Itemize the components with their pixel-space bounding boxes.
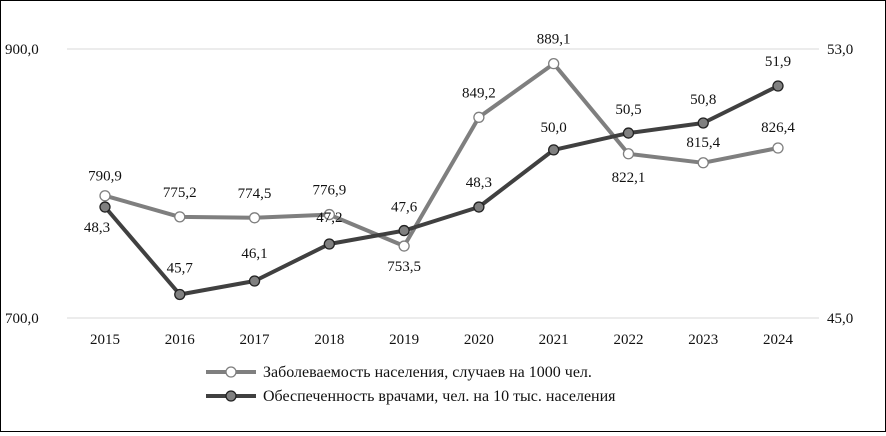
series-1-label-2024: 826,4 — [761, 120, 795, 136]
series-2-point-2020 — [473, 201, 485, 213]
legend-marker-1 — [225, 366, 237, 378]
series-2-label-2017: 46,1 — [241, 246, 267, 262]
series-1-label-2015: 790,9 — [88, 169, 122, 185]
right-axis-tick-min: 45,0 — [827, 311, 853, 327]
series-1-point-2022 — [622, 148, 635, 160]
x-tick-label-2022: 2022 — [613, 332, 643, 348]
series-1-point-2024 — [772, 142, 784, 154]
series-2-point-2019 — [398, 224, 410, 237]
series-1-label-2016: 775,2 — [163, 185, 197, 201]
x-tick-label-2019: 2019 — [389, 332, 419, 348]
series-line-1 — [104, 61, 779, 248]
axis-labels: 900,0 700,0 53,0 45,0 2015 2016 2017 2018 2019 20… — [5, 42, 853, 348]
series-1-point-2020 — [473, 111, 485, 123]
series-1-label-2020: 849,2 — [462, 85, 496, 101]
series-2-label-2018: 47,2 — [316, 210, 342, 226]
series-2-point-2023 — [697, 117, 709, 129]
x-tick-label-2015: 2015 — [90, 332, 120, 348]
series-2-label-2024: 51,9 — [765, 54, 791, 70]
data-labels: 790,9 775,2 774,5 776,9 753,5 849,2 889,1 822,1… — [84, 32, 796, 277]
x-tick-label-2017: 2017 — [240, 332, 271, 348]
series-2-point-2024 — [772, 80, 784, 92]
x-tick-label-2020: 2020 — [464, 332, 494, 348]
series-1-point-2019 — [398, 240, 410, 252]
legend-label-2: Обеспеченность врачами, чел. на 10 тыс. … — [263, 388, 616, 405]
series-2-label-2022: 50,5 — [615, 102, 641, 118]
series-2-label-2021: 50,0 — [541, 120, 567, 136]
series-1-point-2017 — [248, 212, 261, 224]
series-2-point-2022 — [622, 127, 635, 139]
series-1-point-2016 — [174, 211, 186, 223]
x-tick-label-2021: 2021 — [539, 332, 569, 348]
series-2-label-2023: 50,8 — [690, 92, 716, 108]
series-2-point-2021 — [548, 144, 560, 156]
series-1-label-2017: 774,5 — [238, 186, 272, 202]
left-axis-tick-min: 700,0 — [5, 311, 39, 327]
series-1-point-2015 — [99, 190, 111, 202]
series-1-point-2021 — [548, 58, 560, 70]
series-2-point-2018 — [323, 238, 335, 250]
series-2-label-2019: 47,6 — [391, 200, 418, 216]
series-1-point-2018 — [323, 208, 335, 221]
series-1-label-2023: 815,4 — [686, 135, 720, 151]
series-2-point-2017 — [248, 275, 261, 287]
series-1-point-2023 — [697, 157, 709, 169]
x-tick-label-2023: 2023 — [688, 332, 718, 348]
x-tick-label-2016: 2016 — [165, 332, 196, 348]
series-2-point-2016 — [174, 288, 186, 301]
legend-marker-2 — [225, 390, 237, 402]
legend-label-1: Заболеваемость населения, случаев на 100… — [263, 364, 592, 381]
legend: Заболеваемость населения, случаев на 100… — [206, 364, 616, 405]
series-1-label-2022: 822,1 — [612, 170, 646, 186]
series-layer — [99, 58, 784, 301]
x-tick-label-2018: 2018 — [314, 332, 344, 348]
left-axis-tick-max: 900,0 — [5, 42, 39, 58]
series-2-point-2015 — [99, 201, 111, 213]
series-1-label-2019: 753,5 — [387, 259, 421, 275]
series-2-label-2015: 48,3 — [84, 220, 110, 236]
series-line-2 — [103, 84, 779, 297]
series-1-label-2018: 776,9 — [312, 183, 346, 199]
gridlines — [67, 48, 819, 319]
x-tick-label-2024: 2024 — [763, 332, 794, 348]
series-2-label-2020: 48,3 — [466, 175, 492, 191]
series-2-label-2016: 45,7 — [167, 260, 194, 276]
series-1-label-2021: 889,1 — [537, 32, 571, 48]
right-axis-tick-max: 53,0 — [827, 42, 853, 58]
